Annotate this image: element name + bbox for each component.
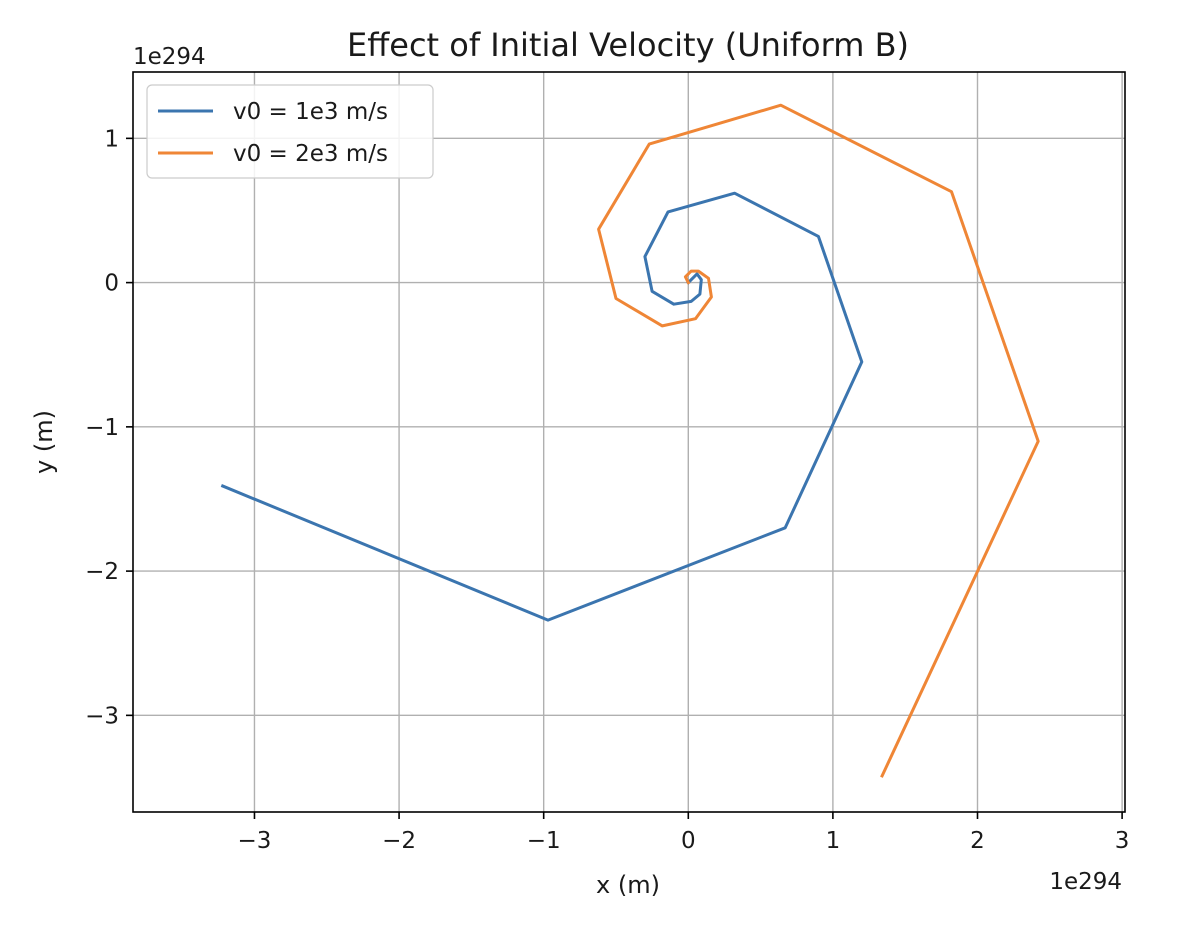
x-tick-label: 2 [970,828,985,854]
x-tick-label: −1 [527,828,561,854]
series-line-2 [597,103,1040,778]
y-tick-label: −1 [85,415,119,441]
series-line-1 [220,191,864,622]
grid [133,72,1125,812]
legend-label-series-2: v0 = 2e3 m/s [233,141,388,167]
y-offset-label: 1e294 [133,44,206,70]
x-offset-label: 1e294 [1049,869,1122,895]
x-tick-label: −2 [382,828,416,854]
x-tick-label: 3 [1115,828,1130,854]
legend-label-series-1: v0 = 1e3 m/s [233,99,388,125]
y-tick-label: 1 [104,126,119,152]
legend-box [146,84,434,179]
x-axis-label: x (m) [596,871,660,899]
y-tick-label: −2 [85,559,119,585]
x-tick-label: −3 [238,828,272,854]
axis-ticks: −3 −2 −1 0 1 2 3 −3 −2 −1 0 1 [85,126,1129,854]
x-tick-label: 0 [681,828,696,854]
chart-title: Effect of Initial Velocity (Uniform B) [347,26,909,64]
x-tick-label: 1 [826,828,841,854]
y-tick-label: −3 [85,703,119,729]
legend: v0 = 1e3 m/s v0 = 2e3 m/s [146,84,434,179]
plot-frame [132,71,1126,813]
y-tick-label: 0 [104,271,119,297]
y-axis-label: y (m) [30,410,58,474]
series-lines [220,103,1040,778]
